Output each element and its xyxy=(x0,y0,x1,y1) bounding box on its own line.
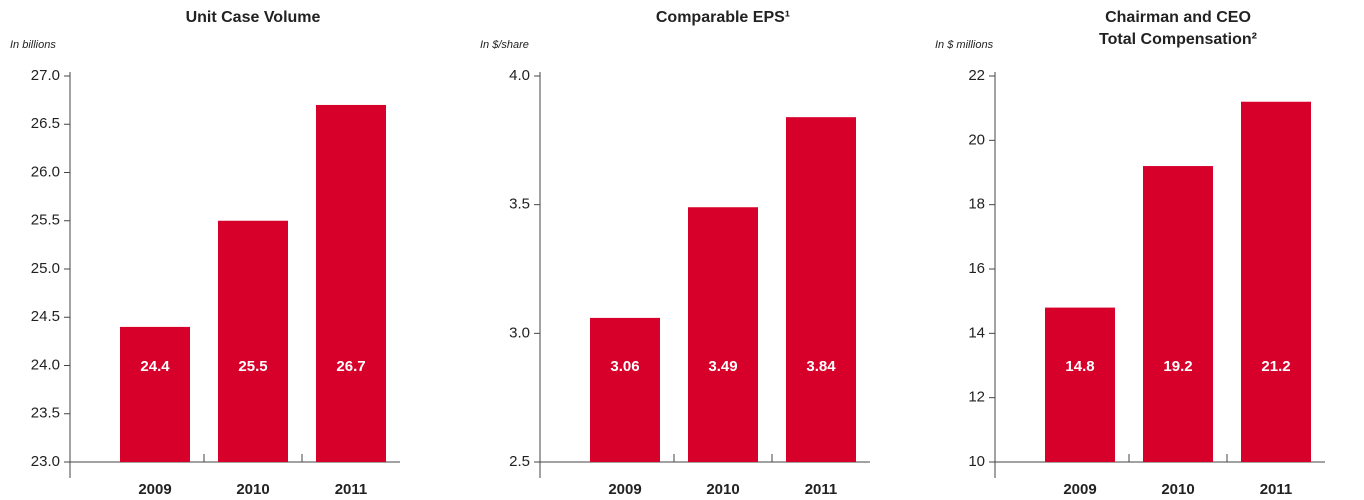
x-tick-label: 2010 xyxy=(706,481,739,498)
chart-title: Comparable EPS¹ xyxy=(656,9,790,26)
y-tick-label: 26.0 xyxy=(31,163,60,180)
y-tick-label: 27.0 xyxy=(31,67,60,84)
y-tick-label: 23.0 xyxy=(31,453,60,470)
bar xyxy=(1143,166,1213,463)
y-tick-label: 20 xyxy=(968,131,985,148)
value-label: 19.2 xyxy=(1163,358,1192,375)
bar xyxy=(688,207,758,462)
value-label: 25.5 xyxy=(238,358,267,375)
y-tick-label: 23.5 xyxy=(31,405,60,422)
bar xyxy=(1241,101,1311,462)
y-axis-unit: In $ millions xyxy=(935,39,994,51)
y-tick-label: 2.5 xyxy=(509,453,530,470)
y-axis-unit: In billions xyxy=(10,39,56,51)
x-tick-label: 2011 xyxy=(805,481,838,498)
value-label: 24.4 xyxy=(140,358,170,375)
bar xyxy=(1045,307,1115,462)
y-tick-label: 3.0 xyxy=(509,324,530,341)
y-tick-label: 16 xyxy=(968,260,985,277)
x-tick-label: 2010 xyxy=(236,481,269,498)
bar xyxy=(218,220,288,462)
value-label: 3.84 xyxy=(806,358,836,375)
x-tick-label: 2011 xyxy=(1260,481,1293,498)
y-tick-label: 3.5 xyxy=(509,196,530,213)
chart-title: Total Compensation² xyxy=(1099,31,1257,48)
chart-title: Unit Case Volume xyxy=(186,9,321,26)
y-axis-unit: In $/share xyxy=(480,39,529,51)
chart-title: Chairman and CEO xyxy=(1105,9,1251,26)
y-tick-label: 14 xyxy=(968,324,985,341)
y-tick-label: 24.5 xyxy=(31,308,60,325)
y-tick-label: 12 xyxy=(968,389,985,406)
bar xyxy=(120,326,190,462)
value-label: 14.8 xyxy=(1065,358,1094,375)
y-tick-label: 10 xyxy=(968,453,985,470)
y-tick-label: 26.5 xyxy=(31,115,60,132)
x-tick-label: 2009 xyxy=(608,481,641,498)
y-tick-label: 4.0 xyxy=(509,67,530,84)
bar xyxy=(786,117,856,462)
bar xyxy=(590,317,660,462)
x-tick-label: 2011 xyxy=(335,481,368,498)
y-tick-label: 25.0 xyxy=(31,260,60,277)
x-tick-label: 2009 xyxy=(1063,481,1096,498)
bar xyxy=(316,104,386,462)
y-tick-label: 18 xyxy=(968,196,985,213)
value-label: 26.7 xyxy=(336,358,365,375)
y-tick-label: 22 xyxy=(968,67,985,84)
value-label: 3.49 xyxy=(708,358,737,375)
y-tick-label: 25.5 xyxy=(31,212,60,229)
x-tick-label: 2009 xyxy=(138,481,171,498)
y-tick-label: 24.0 xyxy=(31,356,60,373)
value-label: 3.06 xyxy=(610,358,639,375)
value-label: 21.2 xyxy=(1261,358,1290,375)
x-tick-label: 2010 xyxy=(1161,481,1194,498)
